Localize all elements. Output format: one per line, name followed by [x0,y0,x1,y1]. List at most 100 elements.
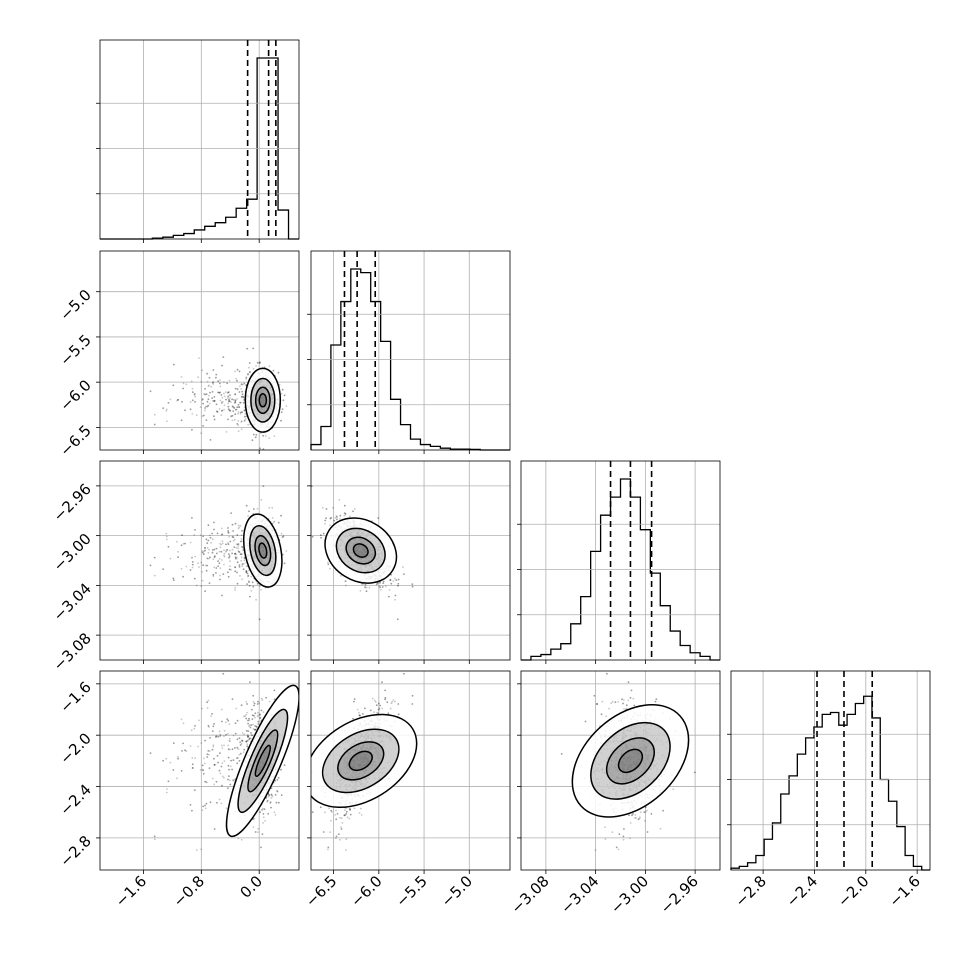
scatter-point [239,524,242,527]
scatter-point [255,434,258,436]
scatter-point [204,405,207,408]
scatter-point [236,368,239,371]
scatter-point [191,399,194,402]
scatter-point [184,749,186,752]
scatter-point [223,408,225,411]
scatter-point [209,391,211,394]
scatter-point [240,553,243,556]
scatter-point [238,370,241,373]
scatter-point [205,538,208,541]
scatter-point [206,547,209,549]
scatter-point [181,534,183,536]
scatter-point [212,575,215,578]
scatter-point [162,568,165,570]
scatter-point [197,745,200,748]
scatter-point [322,506,324,509]
scatter-point [228,379,231,382]
scatter-point [201,809,204,811]
scatter-point [343,504,346,507]
scatter-point [243,557,246,560]
scatter-point [320,536,322,539]
scatter-point [236,406,239,409]
scatter-point [244,413,247,415]
scatter-point [377,517,380,519]
scatter-point [200,380,203,383]
scatter-point [242,568,245,571]
scatter-point [215,403,218,406]
scatter-point [235,408,238,411]
scatter-point [254,716,256,719]
scatter-point [231,552,234,555]
scatter-point [250,732,252,734]
scatter-point [227,575,230,578]
scatter-point [222,356,225,358]
scatter-point [231,419,234,422]
scatter-point [246,572,249,575]
scatter-point [234,552,237,555]
scatter-point [229,560,231,563]
scatter-point [234,556,237,559]
scatter-point [182,722,185,725]
scatter-point [218,730,221,733]
scatter-point [240,704,243,707]
scatter-point [207,524,210,527]
scatter-point [213,548,216,551]
scatter-point [218,408,221,410]
scatter-point [262,434,265,437]
scatter-point [251,439,254,442]
scatter-point [206,564,209,567]
scatter-point [246,565,249,568]
scatter-point [246,743,249,746]
scatter-point [247,574,250,577]
scatter-point [247,575,249,578]
scatter-point [245,570,248,573]
scatter-point [205,569,208,572]
scatter-point [221,533,224,535]
scatter-point [203,550,205,553]
scatter-point [191,561,194,563]
scatter-point [205,569,208,572]
scatter-point [172,363,175,366]
scatter-point [324,519,327,522]
scatter-point [213,556,216,558]
scatter-point [234,399,237,402]
scatter-point [247,515,250,517]
scatter-point [223,381,225,384]
scatter-point [234,570,237,573]
scatter-point [236,388,239,391]
scatter-point [189,745,192,747]
scatter-point [182,387,185,390]
scatter-point [206,557,209,560]
scatter-point [206,400,209,403]
scatter-point [245,571,248,574]
scatter-point [204,388,206,390]
scatter-point [215,572,217,574]
scatter-point [259,361,261,364]
scatter-point [234,370,236,373]
scatter-point [222,573,225,575]
scatter-point [190,557,193,559]
scatter-point [280,411,283,413]
scatter-point [260,588,262,591]
scatter-point [198,719,200,722]
scatter-point [189,408,192,411]
scatter-point [162,568,165,570]
scatter-point [322,532,325,535]
scatter-point [343,512,346,514]
scatter-point [302,520,304,522]
scatter-point [389,579,392,581]
scatter-point [203,757,205,760]
scatter-point [248,366,250,369]
scatter-point [232,539,235,542]
scatter-point [177,399,179,401]
scatter-point [215,376,217,379]
scatter-point [403,573,405,575]
scatter-point [221,542,224,545]
scatter-point [184,542,186,545]
scatter-point [234,566,237,569]
panel-0-0 [96,39,300,243]
scatter-point [239,401,242,404]
scatter-point [237,404,240,406]
scatter-point [181,400,183,403]
scatter-point [248,584,251,587]
